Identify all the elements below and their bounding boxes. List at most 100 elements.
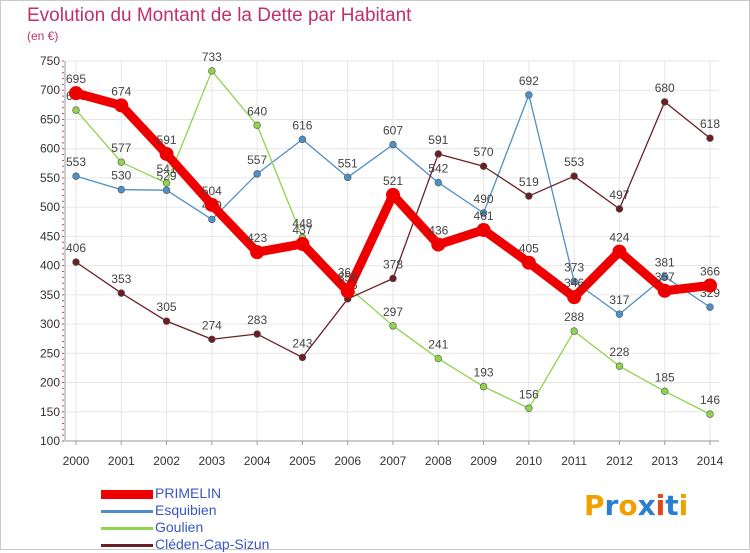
data-label-primelin: 436	[428, 224, 448, 238]
x-tick-label: 2014	[697, 454, 724, 468]
data-point-esquibien	[615, 310, 624, 318]
chart-subtitle: (en €)	[27, 29, 59, 43]
data-label-primelin: 346	[564, 276, 584, 290]
data-label-cleden-cap-sizun: 378	[383, 257, 403, 271]
data-label-esquibien: 542	[428, 162, 448, 176]
data-point-primelin	[431, 237, 446, 252]
data-label-goulien: 146	[700, 393, 720, 407]
y-tick-label: 600	[40, 142, 60, 156]
data-point-esquibien	[344, 173, 352, 182]
data-point-esquibien	[525, 91, 533, 99]
data-point-cleden-cap-sizun	[389, 274, 397, 283]
data-label-goulien: 241	[428, 338, 448, 352]
data-point-cleden-cap-sizun	[525, 192, 533, 200]
data-point-cleden-cap-sizun	[117, 289, 125, 297]
legend-swatch	[101, 527, 153, 530]
y-tick-label: 450	[40, 229, 60, 243]
x-tick-label: 2000	[63, 454, 90, 468]
data-label-goulien: 733	[202, 50, 222, 64]
data-point-goulien	[117, 158, 125, 166]
data-label-cleden-cap-sizun: 243	[292, 336, 312, 350]
data-label-goulien: 448	[292, 217, 312, 231]
data-point-primelin	[159, 146, 174, 161]
data-point-primelin	[204, 197, 219, 212]
data-point-goulien	[434, 354, 442, 363]
data-point-primelin	[521, 255, 536, 270]
x-tick-label: 2005	[289, 454, 316, 468]
y-tick-label: 350	[40, 288, 60, 302]
data-label-esquibien: 692	[519, 74, 539, 88]
legend-label: Esquibien	[155, 502, 217, 518]
data-point-cleden-cap-sizun	[479, 162, 488, 170]
data-point-goulien	[253, 121, 261, 130]
data-point-esquibien	[479, 209, 488, 217]
y-tick-label: 200	[40, 376, 60, 390]
data-label-goulien: 185	[655, 370, 675, 384]
data-point-goulien	[570, 327, 578, 335]
data-label-primelin: 674	[111, 84, 131, 98]
data-label-goulien: 228	[609, 345, 629, 359]
data-point-goulien	[479, 382, 488, 391]
proxiti-logo: Proxiti	[584, 489, 689, 522]
x-tick-label: 2013	[651, 454, 678, 468]
y-tick-label: 100	[40, 434, 60, 448]
data-label-cleden-cap-sizun: 680	[655, 81, 675, 95]
y-tick-label: 700	[40, 83, 60, 97]
data-label-esquibien: 557	[247, 153, 267, 167]
legend-swatch	[101, 490, 153, 499]
data-label-goulien: 288	[564, 310, 584, 324]
data-label-primelin: 504	[202, 184, 222, 198]
x-tick-label: 2012	[606, 454, 633, 468]
y-tick-label: 500	[40, 200, 60, 214]
data-point-goulien	[162, 179, 171, 187]
data-point-cleden-cap-sizun	[661, 98, 669, 106]
data-point-primelin	[340, 284, 355, 299]
data-point-goulien	[72, 106, 80, 114]
data-point-esquibien	[570, 277, 578, 286]
data-label-goulien: 577	[111, 141, 131, 155]
y-tick-label: 300	[40, 317, 60, 331]
data-point-cleden-cap-sizun	[615, 205, 624, 213]
data-point-esquibien	[298, 135, 307, 144]
y-tick-label: 400	[40, 259, 60, 273]
y-tick-label: 550	[40, 171, 60, 185]
x-tick-label: 2003	[199, 454, 226, 468]
data-label-cleden-cap-sizun: 570	[474, 145, 494, 159]
data-label-cleden-cap-sizun: 274	[202, 318, 222, 332]
data-label-esquibien: 317	[609, 293, 629, 307]
data-label-primelin: 423	[247, 231, 267, 245]
data-label-cleden-cap-sizun: 283	[247, 313, 267, 327]
x-tick-label: 2011	[561, 454, 587, 468]
data-point-primelin	[114, 98, 129, 113]
data-label-primelin: 461	[474, 209, 494, 223]
data-label-goulien: 156	[519, 387, 539, 401]
data-point-primelin	[476, 222, 491, 237]
data-label-primelin: 424	[609, 231, 629, 245]
data-label-primelin: 521	[383, 174, 403, 188]
data-label-primelin: 366	[700, 264, 720, 278]
data-point-primelin	[612, 244, 627, 259]
data-label-primelin: 357	[655, 270, 675, 284]
data-label-cleden-cap-sizun: 553	[564, 155, 584, 169]
data-point-primelin	[295, 236, 310, 251]
data-point-cleden-cap-sizun	[570, 172, 578, 180]
data-point-primelin	[250, 245, 265, 260]
data-label-esquibien: 551	[338, 156, 358, 170]
data-label-cleden-cap-sizun: 519	[519, 175, 539, 189]
legend-label: Cléden-Cap-Sizun	[155, 536, 270, 552]
data-point-esquibien	[72, 172, 80, 180]
x-tick-label: 2006	[334, 454, 361, 468]
data-point-esquibien	[117, 185, 125, 194]
legend-label: PRIMELIN	[155, 485, 222, 501]
data-point-primelin	[567, 290, 582, 305]
data-label-esquibien: 616	[292, 118, 312, 132]
data-point-goulien	[208, 67, 216, 75]
data-point-primelin	[69, 86, 83, 101]
x-tick-label: 2008	[425, 454, 452, 468]
data-point-goulien	[706, 410, 714, 418]
data-point-goulien	[615, 362, 624, 370]
data-label-esquibien: 381	[655, 256, 675, 270]
data-label-cleden-cap-sizun: 305	[157, 300, 177, 314]
data-point-esquibien	[434, 178, 442, 187]
